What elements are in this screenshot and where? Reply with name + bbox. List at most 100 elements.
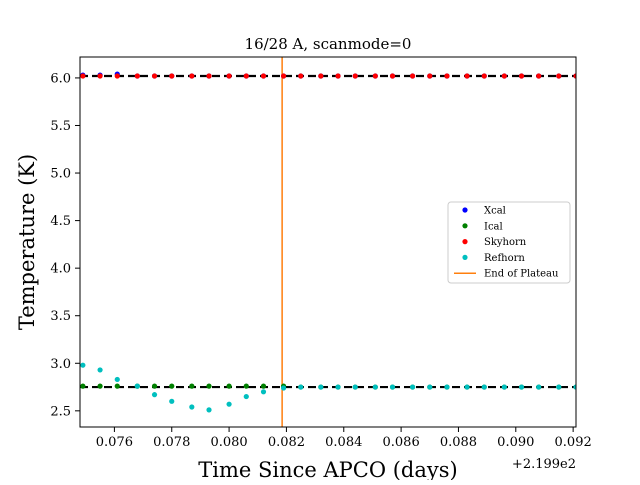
y-tick-label-7: 6.0	[50, 71, 71, 86]
point-refhorn-7	[206, 407, 212, 413]
point-refhorn-1	[97, 367, 103, 373]
point-skyhorn-20	[444, 73, 450, 79]
x-axis-offset: +2.199e2	[512, 457, 576, 472]
point-refhorn-15	[352, 384, 358, 390]
point-refhorn-2	[114, 376, 120, 383]
legend-swatch-xcal	[462, 207, 468, 213]
point-refhorn-23	[501, 384, 507, 390]
point-ical-0	[80, 383, 86, 389]
y-tick-label-0: 2.5	[50, 404, 71, 419]
x-tick-label-4: 0.084	[325, 435, 362, 450]
plot-data-layer	[80, 57, 576, 427]
point-skyhorn-22	[481, 73, 487, 79]
point-skyhorn-9	[243, 73, 249, 79]
point-refhorn-13	[318, 384, 324, 390]
point-skyhorn-24	[518, 73, 525, 79]
point-refhorn-27	[573, 384, 576, 390]
point-ical-7	[206, 383, 212, 389]
point-refhorn-14	[335, 384, 341, 390]
point-ical-4	[151, 383, 158, 389]
x-tick-label-5: 0.086	[383, 435, 420, 450]
point-refhorn-16	[372, 384, 378, 390]
point-skyhorn-11	[280, 73, 287, 79]
point-refhorn-24	[518, 384, 525, 390]
legend-label-end-of-plateau: End of Plateau	[484, 269, 559, 280]
point-skyhorn-18	[409, 73, 416, 79]
point-ical-8	[226, 383, 232, 389]
point-refhorn-3	[134, 383, 140, 389]
plot-frame	[79, 56, 577, 428]
point-skyhorn-4	[151, 73, 158, 79]
point-skyhorn-17	[389, 73, 396, 79]
point-skyhorn-16	[372, 73, 378, 79]
point-refhorn-9	[243, 393, 249, 400]
legend-swatch-refhorn	[462, 254, 468, 260]
chart-title: 16/28 A, scanmode=0	[245, 35, 412, 53]
legend-label-refhorn: Refhorn	[484, 253, 525, 264]
y-tick-label-4: 4.5	[50, 214, 71, 229]
point-refhorn-5	[169, 398, 175, 404]
x-tick-label-3: 0.082	[268, 435, 305, 450]
y-tick-label-2: 3.5	[50, 309, 71, 324]
point-ical-6	[189, 383, 195, 389]
point-skyhorn-0	[80, 73, 86, 79]
point-refhorn-25	[536, 384, 542, 390]
y-axis-label: Temperature (K)	[15, 154, 39, 330]
x-tick-label-1: 0.078	[153, 435, 190, 450]
point-refhorn-17	[389, 384, 396, 390]
point-refhorn-10	[260, 389, 267, 395]
point-skyhorn-27	[573, 73, 576, 79]
legend-swatch-ical	[462, 223, 468, 229]
y-tick-label-5: 5.0	[50, 167, 71, 182]
point-skyhorn-3	[134, 73, 140, 79]
point-skyhorn-7	[206, 73, 212, 79]
point-refhorn-19	[427, 384, 433, 390]
point-refhorn-20	[444, 384, 450, 390]
legend-label-skyhorn: Skyhorn	[484, 237, 527, 248]
point-ical-10	[260, 383, 267, 389]
point-ical-5	[169, 383, 175, 389]
x-tick-label-7: 0.090	[497, 435, 534, 450]
point-refhorn-11	[280, 385, 287, 391]
point-ical-2	[114, 383, 120, 389]
point-refhorn-4	[151, 392, 158, 398]
point-skyhorn-5	[169, 73, 175, 79]
point-skyhorn-6	[189, 73, 195, 79]
legend-label-xcal: Xcal	[484, 206, 506, 217]
legend: Xcal Ical Skyhorn Refhorn End of Plateau	[447, 201, 571, 284]
point-skyhorn-25	[536, 73, 542, 79]
point-skyhorn-19	[427, 73, 433, 79]
axis-layer: 0.076 0.078 0.080 0.082 0.084 0.086 0.088 0.090…	[50, 71, 591, 450]
legend-swatch-skyhorn	[462, 239, 468, 245]
x-axis-label: Time Since APCO (days)	[198, 458, 457, 480]
point-skyhorn-8	[226, 73, 232, 79]
x-tick-label-0: 0.076	[96, 435, 133, 450]
x-tick-label-2: 0.080	[210, 435, 247, 450]
point-skyhorn-13	[318, 73, 324, 79]
point-skyhorn-2	[114, 73, 120, 79]
point-ical-9	[243, 383, 249, 389]
y-tick-label-1: 3.0	[50, 357, 71, 372]
point-skyhorn-10	[260, 73, 267, 79]
point-refhorn-12	[298, 384, 304, 390]
y-tick-label-3: 4.0	[50, 262, 71, 277]
point-skyhorn-1	[97, 73, 103, 79]
point-refhorn-21	[464, 384, 470, 390]
legend-box	[447, 201, 571, 284]
y-tick-label-6: 5.5	[50, 119, 71, 134]
point-refhorn-18	[409, 384, 416, 390]
x-tick-label-6: 0.088	[440, 435, 477, 450]
point-refhorn-22	[481, 384, 487, 390]
point-skyhorn-21	[464, 73, 470, 79]
x-tick-label-8: 0.092	[555, 435, 592, 450]
point-refhorn-0	[80, 362, 86, 368]
point-skyhorn-12	[298, 73, 304, 79]
point-refhorn-8	[226, 401, 232, 407]
point-skyhorn-14	[335, 73, 341, 79]
point-refhorn-26	[556, 384, 562, 390]
point-skyhorn-15	[352, 73, 358, 79]
point-skyhorn-26	[556, 73, 562, 79]
legend-label-ical: Ical	[484, 221, 503, 232]
